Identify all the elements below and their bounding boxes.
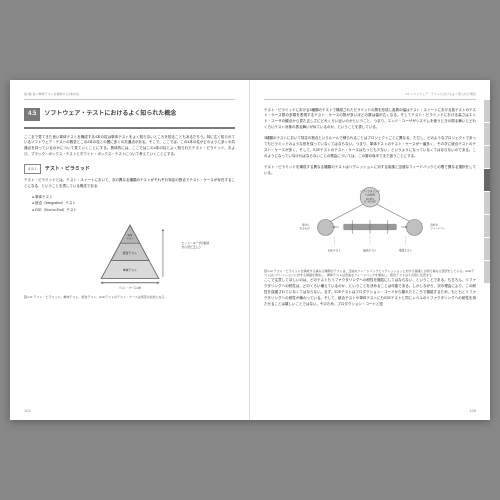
subsection-number: 4.5.1 xyxy=(24,164,41,174)
subsection-heading: 4.5.1 テスト・ピラミッド xyxy=(24,164,235,174)
bullet-list: ● 単体テスト ● 統合（integration）テスト ● E2E（End-t… xyxy=(32,195,235,213)
paragraph: テスト・ピラミッドを構成する異なる種類のテストはリグレッションに対する保護と迅速… xyxy=(264,165,476,177)
chapter-tab[interactable] xyxy=(484,100,490,122)
flow-diagram: リファクタリング への耐性 最大限の 戻り値の選択 受けら れるもの 良好な フ… xyxy=(295,183,445,263)
svg-text:単体テスト: 単体テスト xyxy=(122,267,137,272)
svg-text:受けら: 受けら xyxy=(302,223,310,227)
subsection-title: テスト・ピラミッド xyxy=(45,166,90,174)
section-heading: 4.5 ソフトウェア・テストにおけるよく知られた概念 xyxy=(24,108,235,121)
svg-text:リファクタリング: リファクタリング xyxy=(360,189,380,193)
section-underline xyxy=(24,127,235,129)
chapter-tab[interactable] xyxy=(484,215,490,237)
left-header: 第4章 良い単体テストを構成する4本の柱 xyxy=(24,92,235,100)
chapter-tab[interactable] xyxy=(484,123,490,145)
svg-text:テスト: テスト xyxy=(126,236,134,240)
bullet-item: ● E2E（End-to-End）テスト xyxy=(32,208,235,213)
chapter-tab[interactable] xyxy=(484,261,490,283)
svg-text:良好な: 良好な xyxy=(430,223,438,227)
chapter-tab[interactable] xyxy=(484,146,490,168)
paragraph: ここで注意してほしいのは、どのテストもリファクタリングへの耐性を犠牲にしてはなら… xyxy=(264,278,476,308)
right-page: 4.5 ソフトウェア・テストにおけるよく知られた概念 テスト・ピラミッドにおける… xyxy=(250,80,490,420)
svg-text:統合テスト: 統合テスト xyxy=(363,248,377,252)
paragraph: テスト・ピラミッドとは、テスト・スイートにおいて、次の異なる種類のテストがそれぞ… xyxy=(24,178,235,190)
section-title: ソフトウェア・テストにおけるよく知られた概念 xyxy=(44,110,176,119)
paragraph: テスト・ピラミッドにおける3種類のテストで構成されたピラミッドの層を形成し各層の… xyxy=(264,108,476,132)
book-spread: 第4章 良い単体テストを構成する4本の柱 4.5 ソフトウェア・テストにおけるよ… xyxy=(10,80,490,420)
svg-text:れるもの: れるもの xyxy=(300,226,310,230)
chapter-tab[interactable] xyxy=(484,192,490,214)
chapter-tab[interactable] xyxy=(484,238,490,260)
chapter-tab-active[interactable] xyxy=(484,169,490,191)
pyramid-side-label: エンド・ユーザの観点から見た正しさ xyxy=(182,241,210,249)
paragraph: ここまで見てきた良い単体テストを構成する4本の柱は単体テストをよく知らないところ… xyxy=(24,135,235,159)
figure-caption: 図4.12 テスト・ピラミッドを構成する異なる種類のテストは、迅速なフィードバッ… xyxy=(264,269,476,278)
left-page: 第4章 良い単体テストを構成する4本の柱 4.5 ソフトウェア・テストにおけるよ… xyxy=(10,80,250,420)
page-number: 125 xyxy=(469,408,476,414)
svg-text:テスト・ケースの数: テスト・ケースの数 xyxy=(118,285,141,289)
svg-text:単体テスト: 単体テスト xyxy=(399,248,413,252)
svg-text:統合テスト: 統合テスト xyxy=(122,250,137,255)
svg-text:E2Eテスト: E2Eテスト xyxy=(328,248,341,252)
bullet-item: ● 単体テスト xyxy=(32,195,235,200)
figure-caption: 図4.11 テスト・ピラミッド。単体テスト、統合テスト、E2Eテストのテスト・ケ… xyxy=(24,295,235,300)
right-header: 4.5 ソフトウェア・テストにおけるよく知られた概念 xyxy=(264,92,476,100)
page-number: 124 xyxy=(24,408,31,414)
svg-text:フィードバック: フィードバック xyxy=(430,226,445,230)
test-pyramid-diagram: E2E テスト 統合テスト 単体テスト テスト・ケースの数 エンド・ユーザの観点… xyxy=(80,221,180,291)
bullet-item: ● 統合（integration）テスト xyxy=(32,201,235,206)
section-number: 4.5 xyxy=(24,108,40,121)
chapter-tabs xyxy=(484,100,490,284)
paragraph: 3種類のテストにおいて特定の割合というルールで縛られることはプロジェクトごとに異… xyxy=(264,136,476,160)
svg-text:への耐性: への耐性 xyxy=(365,192,375,196)
